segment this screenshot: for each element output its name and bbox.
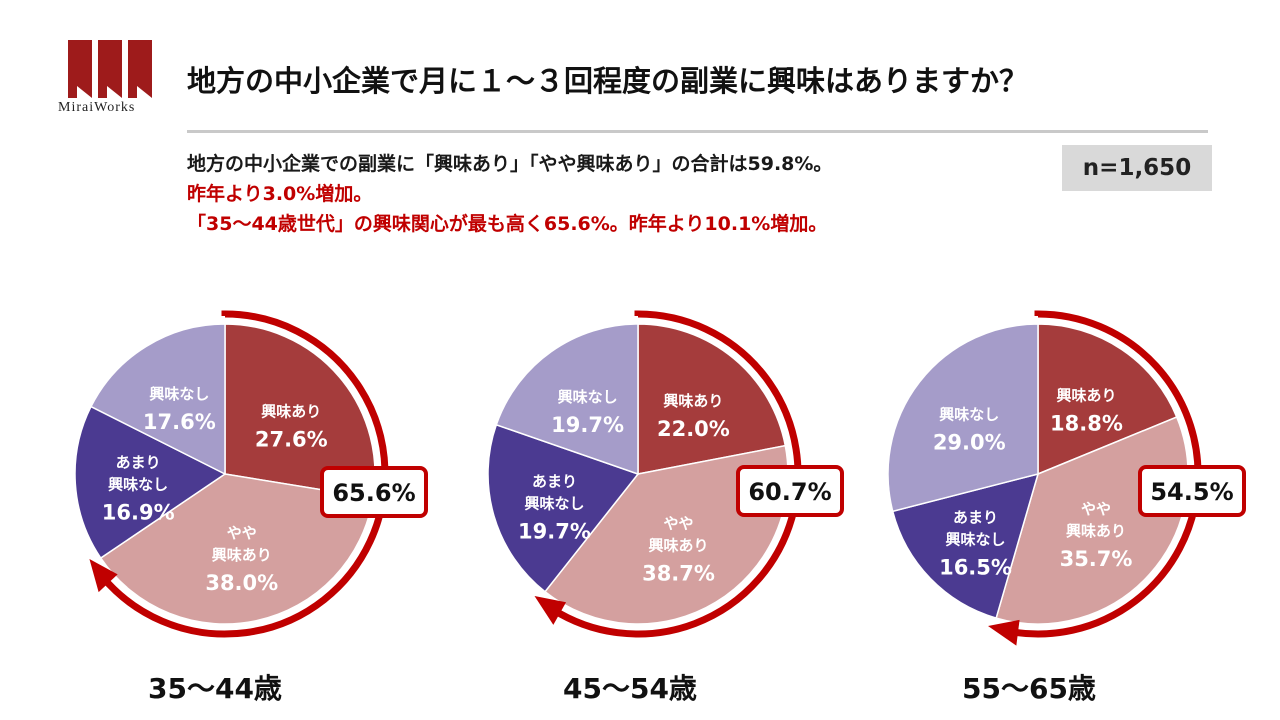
slice-name-not-very-interested: あまり — [532, 472, 577, 490]
slice-name-interested: 興味あり — [261, 403, 321, 421]
title-divider — [187, 130, 1208, 133]
slice-value-not-interested: 17.6% — [143, 410, 216, 434]
slice-value-somewhat-interested: 35.7% — [1060, 547, 1133, 571]
summary-line-3: 「35～44歳世代」の興味関心が最も高く65.6%。昨年より10.1%増加。 — [187, 213, 828, 235]
age-label-3: 55～65歳 — [962, 672, 1096, 705]
total-value: 60.7% — [748, 478, 831, 506]
slice-not-interested — [495, 323, 639, 476]
slice-not-very-interested — [74, 405, 227, 560]
slice-name-somewhat-interested: やや — [227, 524, 257, 542]
slice-value-not-interested: 29.0% — [933, 431, 1006, 455]
slice-value-not-very-interested: 16.9% — [102, 501, 175, 525]
total-box — [1138, 465, 1246, 517]
pie-chart-3: 興味あり18.8%やや興味あり35.7%あまり興味なし16.5%興味なし29.0… — [887, 310, 1246, 646]
slice-not-very-interested — [487, 423, 640, 593]
slice-value-somewhat-interested: 38.7% — [642, 562, 715, 586]
slice-value-interested: 22.0% — [657, 417, 730, 441]
slice-name-somewhat-interested: 興味あり — [649, 537, 709, 555]
slice-name-not-very-interested: 興味なし — [524, 494, 584, 512]
slice-name-interested: 興味あり — [663, 392, 723, 410]
company-logo — [68, 40, 152, 98]
page-title: 地方の中小企業で月に１～３回程度の副業に興味はありますか？ — [187, 64, 1029, 98]
slice-name-somewhat-interested: 興味あり — [212, 546, 272, 564]
slice-name-not-very-interested: 興味なし — [108, 476, 168, 494]
summary-line-2: 昨年より3.0%増加。 — [187, 183, 373, 205]
total-box — [320, 466, 428, 518]
slice-interested — [1037, 323, 1178, 476]
total-value: 54.5% — [1150, 478, 1233, 506]
slice-value-interested: 27.6% — [255, 428, 328, 452]
total-arc-arrowhead — [988, 619, 1020, 646]
slice-somewhat-interested — [99, 473, 374, 625]
slice-name-interested: 興味あり — [1056, 387, 1116, 405]
slice-name-not-interested: 興味なし — [558, 388, 618, 406]
slice-name-somewhat-interested: やや — [1081, 500, 1111, 518]
logo-text: MiraiWorks — [58, 100, 136, 115]
slice-name-not-interested: 興味なし — [149, 385, 209, 403]
slice-name-somewhat-interested: 興味あり — [1066, 522, 1126, 540]
slice-not-interested — [89, 323, 226, 476]
slice-not-very-interested — [891, 472, 1040, 619]
total-value: 65.6% — [332, 479, 415, 507]
pie-chart-2: 興味あり22.0%やや興味あり38.7%あまり興味なし19.7%興味なし19.7… — [487, 310, 844, 638]
slice-name-not-very-interested: 興味なし — [946, 531, 1006, 549]
slice-value-not-very-interested: 16.5% — [939, 556, 1012, 580]
pie-chart-1: 興味あり27.6%やや興味あり38.0%あまり興味なし16.9%興味なし17.6… — [74, 310, 428, 638]
summary-line-1: 地方の中小企業での副業に「興味あり」「やや興味あり」の合計は59.8%。 — [187, 153, 833, 175]
slice-name-not-very-interested: あまり — [953, 509, 998, 527]
slice-name-not-very-interested: あまり — [116, 454, 161, 472]
slice-not-interested — [887, 323, 1039, 513]
age-label-2: 45～54歳 — [563, 672, 697, 705]
slice-interested — [637, 323, 787, 475]
age-label-1: 35～44歳 — [148, 672, 282, 705]
slice-value-somewhat-interested: 38.0% — [205, 571, 278, 595]
slice-name-not-interested: 興味なし — [939, 406, 999, 424]
slice-value-interested: 18.8% — [1050, 412, 1123, 436]
summary: 地方の中小企業での副業に「興味あり」「やや興味あり」の合計は59.8%。 昨年よ… — [187, 149, 832, 239]
total-arc-arrowhead — [89, 558, 118, 593]
total-arc-arrowhead — [534, 596, 567, 625]
slice-value-not-very-interested: 19.7% — [518, 519, 591, 543]
sample-size-badge: n=1,650 — [1062, 145, 1212, 191]
total-box — [736, 465, 844, 517]
slice-value-not-interested: 19.7% — [551, 413, 624, 437]
total-arc — [99, 310, 389, 638]
slice-name-somewhat-interested: やや — [664, 515, 694, 533]
